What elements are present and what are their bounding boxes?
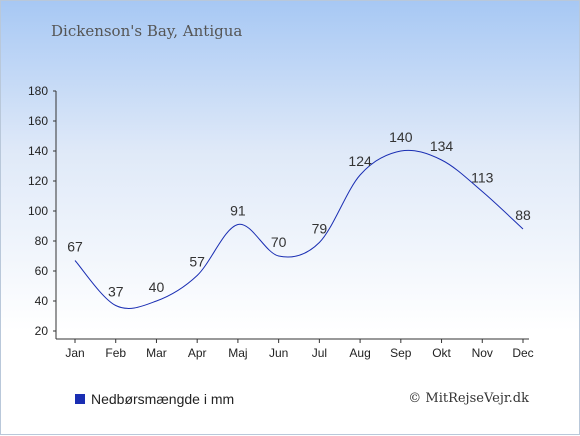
x-tick-label: Feb bbox=[105, 346, 126, 360]
y-tick-label: 80 bbox=[35, 234, 49, 248]
x-tick-label: Maj bbox=[228, 346, 247, 360]
x-tick-label: Apr bbox=[188, 346, 207, 360]
copyright-text: © MitRejseVejr.dk bbox=[408, 391, 529, 406]
legend-swatch bbox=[75, 394, 85, 404]
x-tick-label: Sep bbox=[390, 346, 412, 360]
x-tick-label: Mar bbox=[146, 346, 167, 360]
data-label: 113 bbox=[471, 170, 494, 186]
y-tick-label: 40 bbox=[35, 294, 49, 308]
data-label: 124 bbox=[348, 153, 372, 169]
x-tick-label: Jun bbox=[269, 346, 288, 360]
data-label: 37 bbox=[108, 284, 124, 300]
data-label: 67 bbox=[67, 239, 83, 255]
data-label: 79 bbox=[312, 221, 328, 237]
data-label: 70 bbox=[271, 234, 287, 250]
data-label: 91 bbox=[230, 203, 246, 219]
x-tick-label: Jan bbox=[65, 346, 84, 360]
x-tick-label: Dec bbox=[512, 346, 533, 360]
data-label: 40 bbox=[149, 279, 165, 295]
series-line bbox=[74, 149, 524, 309]
y-tick-label: 100 bbox=[28, 204, 48, 218]
data-label: 134 bbox=[430, 138, 454, 154]
x-tick-label: Aug bbox=[349, 346, 370, 360]
data-label: 88 bbox=[515, 207, 531, 223]
axes bbox=[55, 91, 529, 340]
y-tick-label: 180 bbox=[28, 84, 48, 98]
data-labels: 67 37 40 57 91 70 79 124 140 134 113 88 bbox=[67, 129, 531, 300]
legend-label: Nedbørsmængde i mm bbox=[91, 391, 235, 407]
legend: Nedbørsmængde i mm bbox=[75, 391, 234, 407]
y-tick-label: 20 bbox=[35, 324, 49, 338]
data-label: 57 bbox=[189, 254, 205, 270]
y-tick-label: 60 bbox=[35, 264, 49, 278]
y-tick-label: 120 bbox=[28, 174, 48, 188]
x-axis-ticks: Jan Feb Mar Apr Maj Jun Jul Aug Sep Okt Nov Dec bbox=[65, 339, 534, 360]
y-tick-label: 160 bbox=[28, 114, 48, 128]
x-tick-label: Okt bbox=[432, 346, 451, 360]
x-tick-label: Nov bbox=[472, 346, 493, 360]
data-label: 140 bbox=[389, 129, 413, 145]
y-tick-label: 140 bbox=[28, 144, 48, 158]
y-axis-ticks: 20 40 60 80 100 120 140 160 180 bbox=[28, 84, 56, 338]
x-tick-label: Jul bbox=[312, 346, 327, 360]
chart-title: Dickenson's Bay, Antigua bbox=[51, 22, 243, 40]
